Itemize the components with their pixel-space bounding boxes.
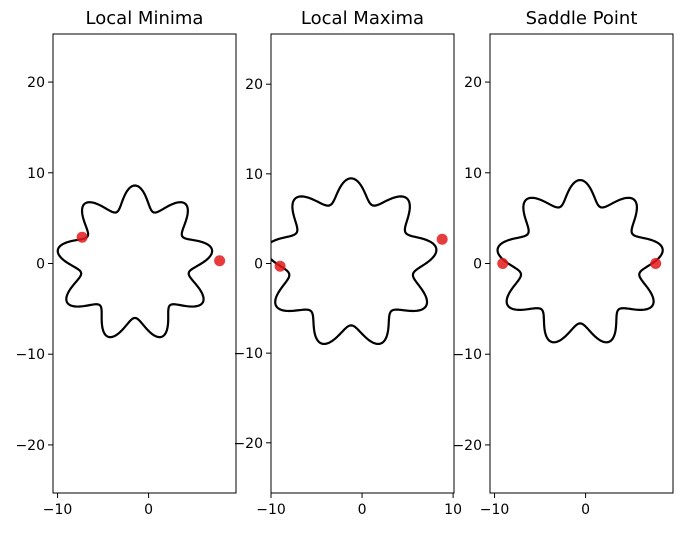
- y-tick-label: −10: [233, 346, 263, 362]
- y-tick-label: 0: [36, 257, 45, 273]
- critical-point-marker: [274, 260, 286, 272]
- x-tick-label: 0: [581, 502, 590, 518]
- y-tick-label: 20: [464, 75, 482, 91]
- y-tick-label: 10: [464, 166, 482, 182]
- critical-point-marker: [497, 258, 509, 269]
- subplot-3: Saddle Point −10 0 −20 −10 0 10 20: [452, 8, 674, 518]
- subplot-2: Local Maxima −10 0 10 −20 −10 0 10 20: [233, 8, 462, 518]
- subplot-title: Local Maxima: [301, 8, 424, 29]
- y-tick-label: −20: [15, 438, 45, 454]
- y-tick-label: 10: [27, 166, 45, 182]
- critical-point-marker: [76, 231, 88, 243]
- critical-point-marker: [650, 258, 662, 269]
- axes-frame: [52, 33, 237, 494]
- y-tick-label: −20: [452, 438, 482, 454]
- critical-point-marker: [214, 255, 226, 267]
- subplot-1: Local Minima −10 0 −20 −10 0 10 20: [15, 8, 237, 518]
- x-tick-label: 0: [144, 502, 153, 518]
- y-tick-label: 0: [473, 257, 482, 273]
- contour-curve: [56, 184, 214, 339]
- y-tick-label: 10: [245, 167, 263, 183]
- y-tick-label: −10: [15, 347, 45, 363]
- subplot-title: Local Minima: [86, 8, 204, 29]
- critical-point-marker: [436, 233, 448, 245]
- y-tick-label: 20: [27, 75, 45, 91]
- y-tick-label: 0: [254, 257, 263, 273]
- x-tick-label: −10: [43, 502, 73, 518]
- y-tick-label: −10: [452, 347, 482, 363]
- contour-curve: [271, 177, 438, 346]
- x-tick-label: 0: [358, 502, 367, 518]
- x-tick-label: 10: [444, 502, 462, 518]
- x-tick-label: −10: [480, 502, 510, 518]
- y-tick-label: −20: [233, 436, 263, 452]
- contour-curve: [496, 178, 664, 344]
- y-tick-label: 20: [245, 77, 263, 93]
- x-tick-label: −10: [256, 502, 286, 518]
- axes-frame: [489, 33, 674, 494]
- subplot-title: Saddle Point: [526, 8, 638, 29]
